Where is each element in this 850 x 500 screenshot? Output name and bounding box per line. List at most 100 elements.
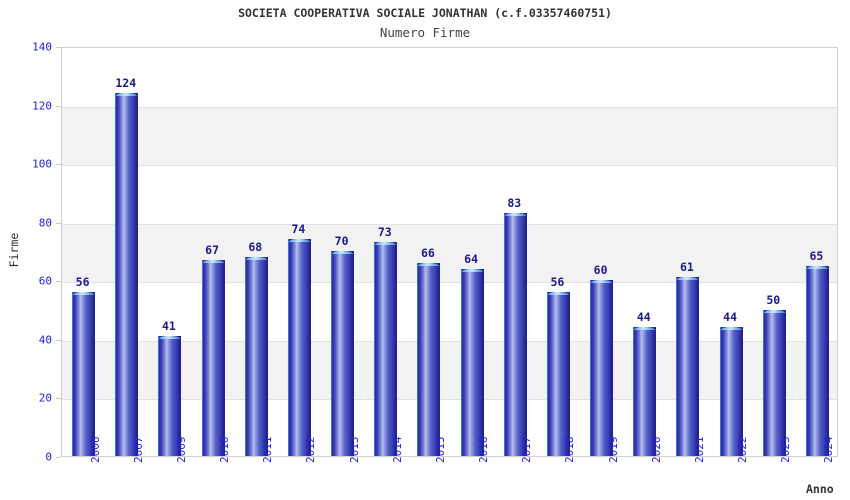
bar-cap (634, 327, 656, 331)
x-tick-label: 2017 (520, 436, 534, 464)
x-tick-label: 2023 (779, 436, 793, 464)
bar[interactable] (331, 251, 355, 456)
bar-cap (504, 212, 526, 216)
bar[interactable] (762, 309, 786, 456)
x-tick-label: 2016 (477, 436, 491, 464)
bar-cap (332, 251, 354, 254)
y-tick-mark (56, 281, 61, 283)
x-tick-label: 2024 (822, 436, 836, 464)
bar-value-label: 60 (593, 263, 608, 278)
bar-cap (202, 259, 224, 263)
y-tick-label: 80 (38, 216, 52, 230)
y-tick-mark (56, 339, 61, 341)
bar-cap (677, 277, 699, 281)
y-tick-mark (56, 457, 61, 458)
bar-value-label: 44 (723, 310, 738, 325)
grid-band (62, 223, 837, 283)
bar-cap (159, 335, 181, 339)
y-tick-mark (56, 398, 61, 400)
plot-area (61, 47, 838, 457)
bar-cap (547, 292, 569, 295)
y-tick-mark (56, 164, 61, 166)
x-tick-label: 2006 (88, 436, 102, 464)
y-tick-mark (56, 47, 61, 48)
bar-cap (720, 327, 742, 331)
bar-cap (288, 239, 310, 243)
bar[interactable] (546, 292, 570, 456)
bar-value-label: 44 (636, 310, 651, 325)
bar[interactable] (287, 239, 311, 456)
bar[interactable] (158, 335, 182, 456)
gridline (62, 223, 837, 225)
y-tick-label: 120 (32, 99, 52, 113)
x-tick-label: 2021 (692, 436, 706, 464)
bar-value-label: 56 (75, 275, 90, 289)
y-tick-mark (56, 105, 61, 107)
gridline (62, 282, 837, 284)
bar-cap (418, 262, 440, 266)
bar-cap (763, 309, 785, 313)
y-tick-label: 60 (38, 274, 52, 288)
x-tick-label: 2018 (563, 436, 577, 464)
gridline (62, 399, 837, 401)
bar[interactable] (115, 92, 139, 456)
bar[interactable] (374, 242, 398, 456)
x-tick-label: 2013 (347, 436, 361, 464)
y-tick-mark (56, 222, 61, 224)
gridline (62, 165, 837, 167)
bar[interactable] (244, 256, 268, 456)
y-tick-label: 40 (38, 333, 52, 347)
bar-value-label: 66 (420, 245, 435, 260)
bar-value-label: 56 (550, 275, 565, 289)
grid-band (62, 340, 837, 400)
y-tick-label: 0 (45, 450, 52, 464)
x-tick-label: 2020 (649, 436, 663, 464)
bar-cap (73, 292, 95, 295)
bar-cap (461, 268, 483, 272)
y-tick-label: 140 (32, 40, 52, 54)
bar[interactable] (633, 327, 657, 456)
y-axis-title: Firme (7, 232, 21, 268)
x-tick-label: 2014 (390, 436, 404, 464)
bar[interactable] (590, 280, 614, 456)
x-tick-label: 2019 (606, 436, 620, 464)
grid-band (62, 106, 837, 166)
gridline (62, 340, 837, 342)
y-tick-label: 20 (38, 391, 52, 405)
y-tick-label: 100 (32, 157, 52, 171)
x-tick-label: 2022 (736, 436, 750, 464)
chart-subtitle: Numero Firme (379, 25, 471, 40)
bar-value-label: 83 (507, 195, 522, 210)
gridline (62, 106, 837, 108)
bar[interactable] (201, 259, 225, 456)
bar-cap (806, 265, 828, 269)
x-tick-label: 2007 (131, 436, 145, 464)
bar-value-label: 68 (248, 239, 263, 254)
bar-value-label: 61 (679, 260, 694, 275)
bar-cap (375, 242, 397, 246)
chart-title: SOCIETA COOPERATIVA SOCIALE JONATHAN (c.… (238, 6, 612, 20)
bar-value-label: 67 (205, 242, 220, 257)
bar-value-label: 41 (161, 318, 176, 333)
bar[interactable] (503, 212, 527, 456)
bar-value-label: 64 (464, 251, 479, 266)
bar[interactable] (676, 277, 700, 456)
x-tick-label: 2011 (261, 436, 275, 464)
x-tick-label: 2010 (218, 436, 232, 464)
x-axis-title: Anno (806, 482, 834, 496)
bar-cap (245, 256, 267, 260)
bar[interactable] (805, 265, 829, 456)
x-tick-label: 2009 (174, 436, 188, 464)
bar-value-label: 73 (377, 225, 392, 240)
bar[interactable] (719, 327, 743, 456)
x-tick-label: 2012 (304, 436, 318, 464)
bar[interactable] (460, 268, 484, 456)
bar-cap (116, 92, 138, 96)
bar-cap (591, 280, 613, 284)
bar[interactable] (417, 262, 441, 456)
x-tick-label: 2015 (433, 436, 447, 464)
bar-value-label: 124 (115, 75, 137, 90)
bar[interactable] (72, 292, 96, 456)
bar-value-label: 74 (291, 222, 306, 237)
